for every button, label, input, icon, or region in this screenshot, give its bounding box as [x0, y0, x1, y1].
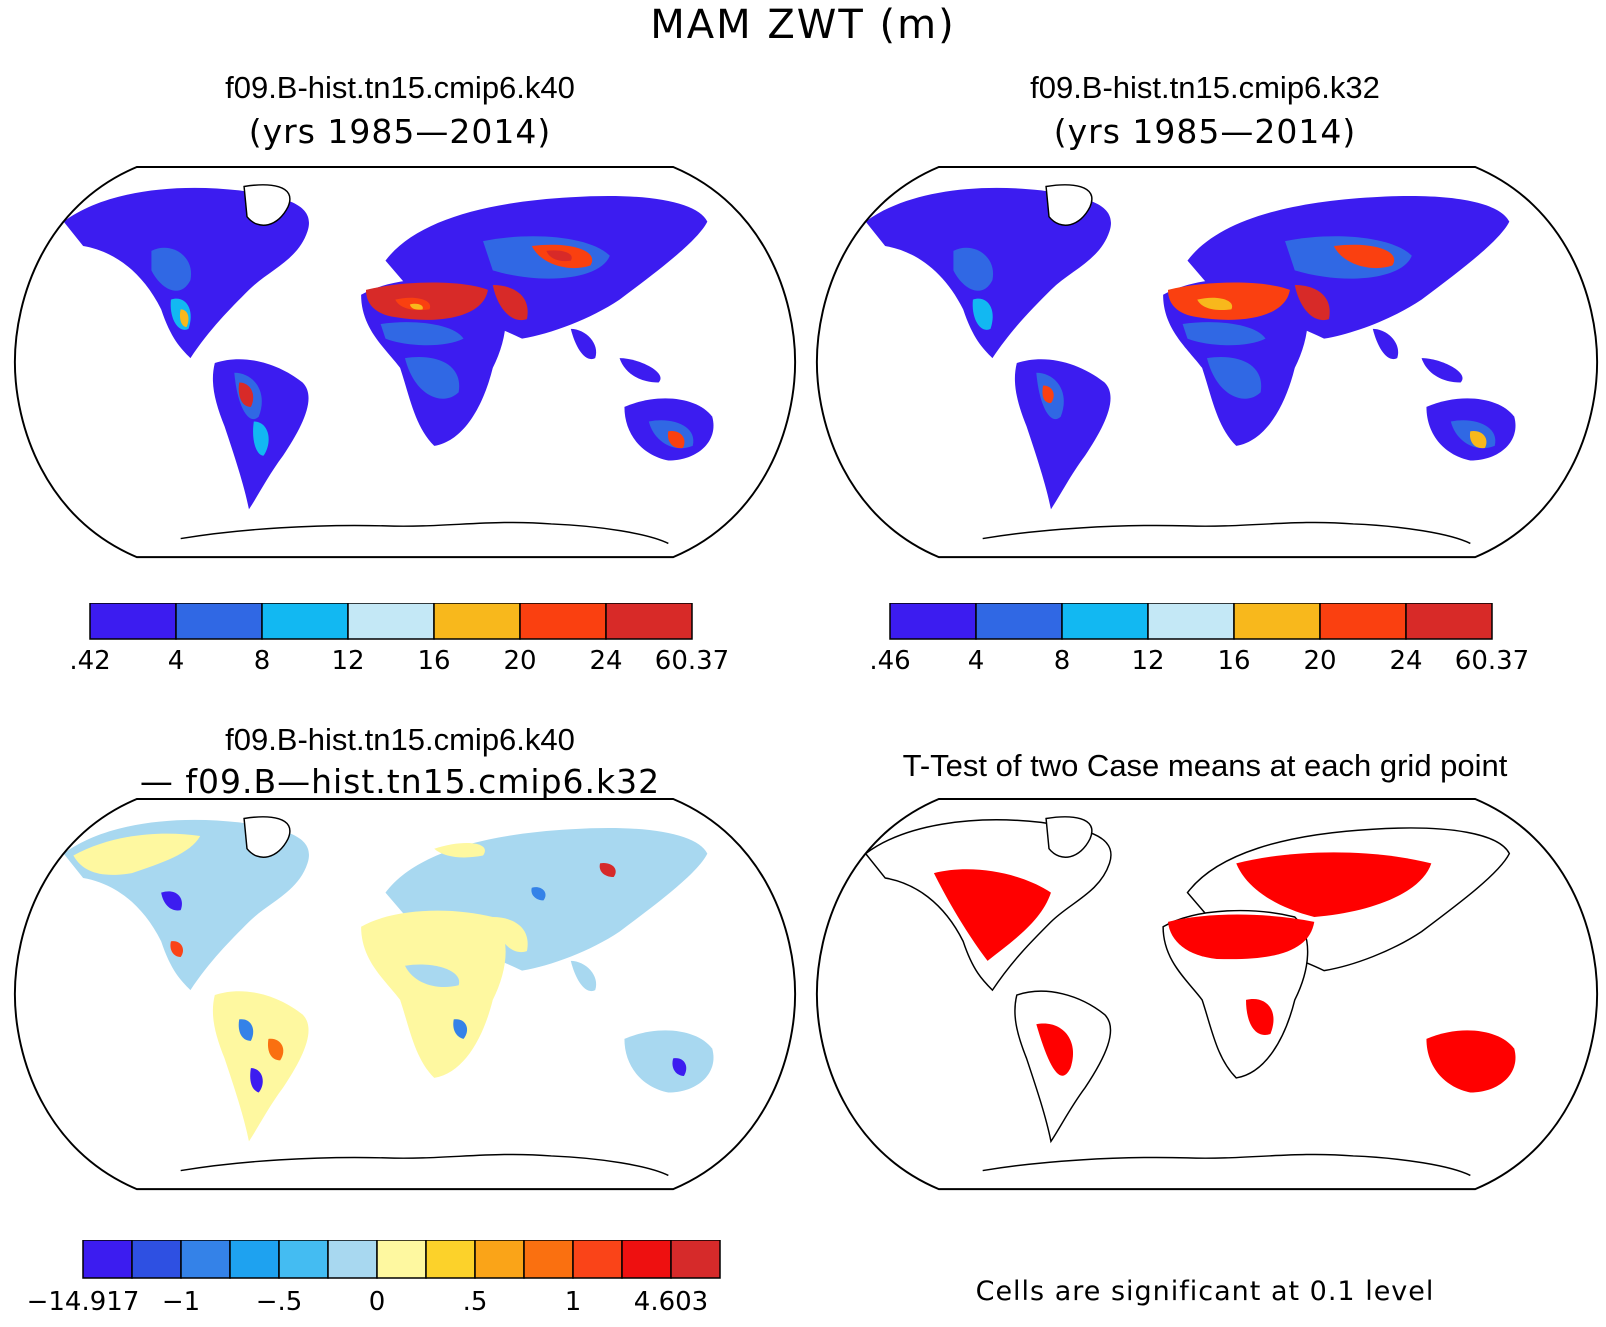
panel-diff-title: f09.B-hist.tn15.cmip6.k40: [225, 722, 575, 757]
colorbar-tick-label: 8: [254, 646, 271, 676]
colorbar-tick-label: 0: [369, 1287, 386, 1317]
colorbar-segment: [425, 1240, 476, 1279]
colorbar-tick-label: 16: [1217, 646, 1250, 676]
colorbar-segment: [523, 1240, 574, 1279]
colorbar-segment: [889, 603, 977, 640]
panel-k40-subtitle: (yrs 1985—2014): [248, 112, 552, 151]
figure-title: MAM ZWT (m): [650, 2, 956, 48]
coastline-antarctica: [982, 521, 1471, 545]
colorbar-segment: [180, 1240, 231, 1279]
panel-diff-subtitle: — f09.B—hist.tn15.cmip6.k32: [139, 762, 661, 801]
continent-australia: [624, 1030, 714, 1093]
colorbar-segment: [1061, 603, 1149, 640]
colorbar-segment: [519, 603, 607, 640]
landmass-greenland: [243, 184, 291, 226]
colorbar-tick-label: 24: [1389, 646, 1422, 676]
colorbar-segment: [89, 603, 177, 640]
colorbar-k32: .46 4 8 12 16 20 24 60.37: [870, 603, 1529, 676]
map-frame: [13, 166, 797, 559]
colorbar-tick-label: 16: [417, 646, 450, 676]
colorbar-segment: [1147, 603, 1235, 640]
colorbar-segment: [1319, 603, 1407, 640]
continent-south-america: [1014, 359, 1111, 510]
ttest-significance-note: Cells are significant at 0.1 level: [975, 1276, 1435, 1307]
continent-africa: [361, 910, 506, 1078]
colorbar-segment: [433, 603, 521, 640]
landmass-greenland: [1045, 816, 1093, 858]
colorbar-tick-label: .42: [70, 646, 111, 676]
colorbar-tick-label: 20: [503, 646, 536, 676]
colorbar-tick-label: 4.603: [634, 1287, 708, 1317]
panel-k32-subtitle: (yrs 1985—2014): [1053, 112, 1357, 151]
colorbar-segment: [82, 1240, 133, 1279]
colorbar-tick-label: 12: [331, 646, 364, 676]
colorbar-segment: [572, 1240, 623, 1279]
colorbar-tick-label: −14.917: [27, 1287, 140, 1317]
colorbar-tick-label: 8: [1054, 646, 1071, 676]
colorbar-tick-label: −.5: [256, 1287, 303, 1317]
colorbar-segment: [376, 1240, 427, 1279]
colorbar-segment: [327, 1240, 378, 1279]
panel-ttest-title: T-Test of two Case means at each grid po…: [902, 748, 1508, 783]
colorbar-segment: [1405, 603, 1493, 640]
colorbar-segment: [605, 603, 693, 640]
colorbar-segment: [261, 603, 349, 640]
colorbar-tick-label: 4: [168, 646, 185, 676]
coastline-antarctica: [180, 1153, 669, 1177]
map-difference: [13, 798, 797, 1191]
colorbar-segment: [229, 1240, 280, 1279]
coastline-antarctica: [982, 1153, 1471, 1177]
colorbar-difference: −14.917 −1 −.5 0 .5 1 4.603: [27, 1240, 721, 1317]
continent-australia: [1426, 1030, 1516, 1093]
colorbar-tick-label: 1: [565, 1287, 582, 1317]
colorbar-segment: [347, 603, 435, 640]
colorbar-segment: [670, 1240, 721, 1279]
colorbar-segment: [278, 1240, 329, 1279]
colorbar-tick-label: 20: [1303, 646, 1336, 676]
coastline-antarctica: [180, 521, 669, 545]
panel-k40-title: f09.B-hist.tn15.cmip6.k40: [225, 70, 575, 105]
colorbar-tick-label: 4: [968, 646, 985, 676]
map-k32: [815, 166, 1599, 559]
map-ttest: [815, 798, 1599, 1191]
map-frame: [815, 166, 1599, 559]
landmass-greenland: [1045, 184, 1093, 226]
colorbar-segment: [474, 1240, 525, 1279]
colorbar-tick-label: 60.37: [1455, 646, 1529, 676]
map-k40: [13, 166, 797, 559]
colorbar-segment: [131, 1240, 182, 1279]
colorbar-segment: [975, 603, 1063, 640]
panel-k32-title: f09.B-hist.tn15.cmip6.k32: [1030, 70, 1380, 105]
colorbar-k40: .42 4 8 12 16 20 24 60.37: [70, 603, 729, 676]
colorbar-tick-label: −1: [162, 1287, 200, 1317]
map-frame: [815, 798, 1599, 1191]
colorbar-segment: [621, 1240, 672, 1279]
colorbar-tick-label: .46: [870, 646, 911, 676]
colorbar-tick-label: .5: [463, 1287, 488, 1317]
colorbar-segment: [175, 603, 263, 640]
colorbar-tick-label: 12: [1131, 646, 1164, 676]
colorbar-tick-label: 24: [589, 646, 622, 676]
landmass-greenland: [243, 816, 291, 858]
map-frame: [13, 798, 797, 1191]
continent-south-america: [212, 991, 309, 1142]
colorbar-segment: [1233, 603, 1321, 640]
colorbar-tick-label: 60.37: [655, 646, 729, 676]
